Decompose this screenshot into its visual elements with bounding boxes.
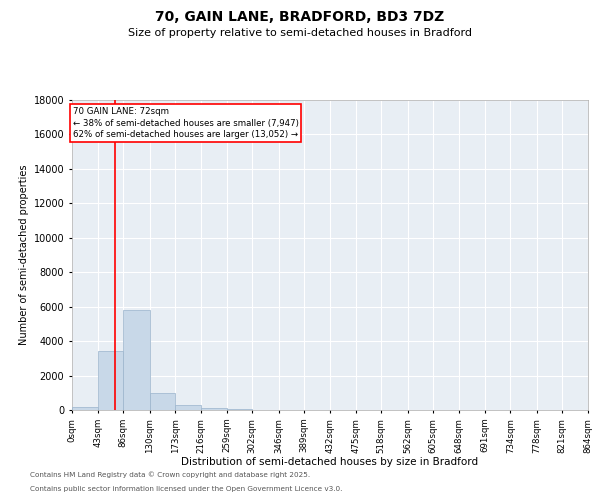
- Bar: [72, 408, 98, 410]
- Y-axis label: Number of semi-detached properties: Number of semi-detached properties: [19, 165, 29, 345]
- Bar: [227, 409, 253, 410]
- Bar: [201, 408, 227, 410]
- Bar: [124, 310, 149, 410]
- Text: 70, GAIN LANE, BRADFORD, BD3 7DZ: 70, GAIN LANE, BRADFORD, BD3 7DZ: [155, 10, 445, 24]
- X-axis label: Distribution of semi-detached houses by size in Bradford: Distribution of semi-detached houses by …: [181, 456, 479, 466]
- Text: 70 GAIN LANE: 72sqm
← 38% of semi-detached houses are smaller (7,947)
62% of sem: 70 GAIN LANE: 72sqm ← 38% of semi-detach…: [73, 107, 298, 140]
- Bar: [149, 393, 175, 410]
- Bar: [98, 352, 124, 410]
- Bar: [175, 405, 201, 410]
- Text: Size of property relative to semi-detached houses in Bradford: Size of property relative to semi-detach…: [128, 28, 472, 38]
- Text: Contains public sector information licensed under the Open Government Licence v3: Contains public sector information licen…: [30, 486, 343, 492]
- Text: Contains HM Land Registry data © Crown copyright and database right 2025.: Contains HM Land Registry data © Crown c…: [30, 471, 310, 478]
